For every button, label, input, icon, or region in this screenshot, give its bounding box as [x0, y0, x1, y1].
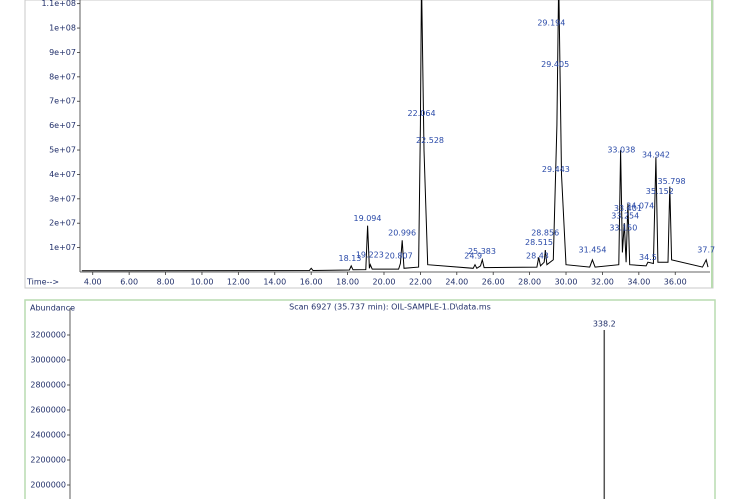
y-tick-label: 1.1e+08 [41, 0, 76, 8]
y-tick-label: 8e+07 [49, 72, 76, 81]
peak-label: 25.383 [468, 247, 496, 256]
peak-label: 29.194 [537, 19, 565, 28]
peak-label: 19.094 [353, 214, 381, 223]
x-tick-label: 18.00 [336, 278, 359, 287]
peak-label: 33.401 [614, 204, 642, 213]
peak-mz-label: 338.2 [593, 320, 616, 329]
y-tick-label: 7e+07 [49, 97, 76, 106]
y-tick-label: 1e+08 [49, 24, 76, 33]
x-tick-label: 26.00 [482, 278, 505, 287]
y-tick-label: 2800000 [30, 381, 66, 390]
peak-label: 33.254 [611, 211, 639, 220]
peak-label: 29.443 [542, 165, 570, 174]
y-tick-label: 2000000 [30, 481, 66, 490]
peak-label: 28.856 [531, 228, 559, 237]
peak-label: 34.074 [626, 202, 654, 211]
x-tick-label: 32.00 [591, 278, 614, 287]
y-tick-label: 2400000 [30, 431, 66, 440]
peak-label: 20.807 [385, 252, 413, 261]
y-tick-label: 2600000 [30, 406, 66, 415]
x-tick-label: 34.00 [627, 278, 650, 287]
peak-label: 22.064 [408, 109, 436, 118]
x-tick-label: 16.00 [300, 278, 323, 287]
x-tick-label: 20.00 [373, 278, 396, 287]
y-tick-label: 2200000 [30, 456, 66, 465]
y-tick-label: 2e+07 [49, 219, 76, 228]
peak-label: 33.150 [609, 224, 637, 233]
y-axis-label: Abundance [30, 304, 75, 313]
peak-label: 28.515 [525, 238, 553, 247]
y-tick-label: 6e+07 [49, 121, 76, 130]
chromatogram-panel [24, 0, 714, 289]
peak-label: 31.454 [578, 246, 606, 255]
y-tick-label: 3e+07 [49, 194, 76, 203]
y-tick-label: 1e+07 [49, 243, 76, 252]
y-tick-label: 4e+07 [49, 170, 76, 179]
trace [81, 0, 709, 272]
x-tick-label: 28.00 [518, 278, 541, 287]
x-tick-label: 14.00 [263, 278, 286, 287]
peak-label: 19.223 [356, 250, 384, 259]
peak-label: 20.996 [388, 228, 416, 237]
peak-label: 34.942 [642, 150, 670, 159]
y-tick-label: 5e+07 [49, 146, 76, 155]
peak-label: 33.038 [607, 146, 635, 155]
spectrum-panel [24, 299, 716, 499]
x-tick-label: 22.00 [409, 278, 432, 287]
x-tick-label: 10.00 [191, 278, 214, 287]
peak-label: 24.9 [464, 252, 482, 261]
x-tick-label: 36.00 [664, 278, 687, 287]
x-tick-label: 12.00 [227, 278, 250, 287]
x-tick-label: 4.00 [84, 278, 102, 287]
spectrum-title: Scan 6927 (35.737 min): OIL-SAMPLE-1.D\d… [289, 303, 491, 312]
y-tick-label: 3200000 [30, 331, 66, 340]
x-tick-label: 30.00 [555, 278, 578, 287]
peak-label: 34.5 [639, 253, 657, 262]
peak-label: 18.13 [338, 254, 361, 263]
peak-label: 35.798 [658, 177, 686, 186]
y-tick-label: 3000000 [30, 356, 66, 365]
x-tick-label: 8.00 [157, 278, 175, 287]
chromatogram-plot [81, 0, 709, 272]
peak-label: 29.405 [541, 60, 569, 69]
peak-label: 35.152 [646, 187, 674, 196]
peak-label: 28.43 [526, 252, 549, 261]
x-tick-label: 24.00 [445, 278, 468, 287]
peak-label: 37.7 [697, 246, 715, 255]
x-axis-label: Time--> [26, 278, 59, 287]
x-tick-label: 6.00 [120, 278, 138, 287]
y-tick-label: 9e+07 [49, 48, 76, 57]
peak-label: 22.528 [416, 136, 444, 145]
